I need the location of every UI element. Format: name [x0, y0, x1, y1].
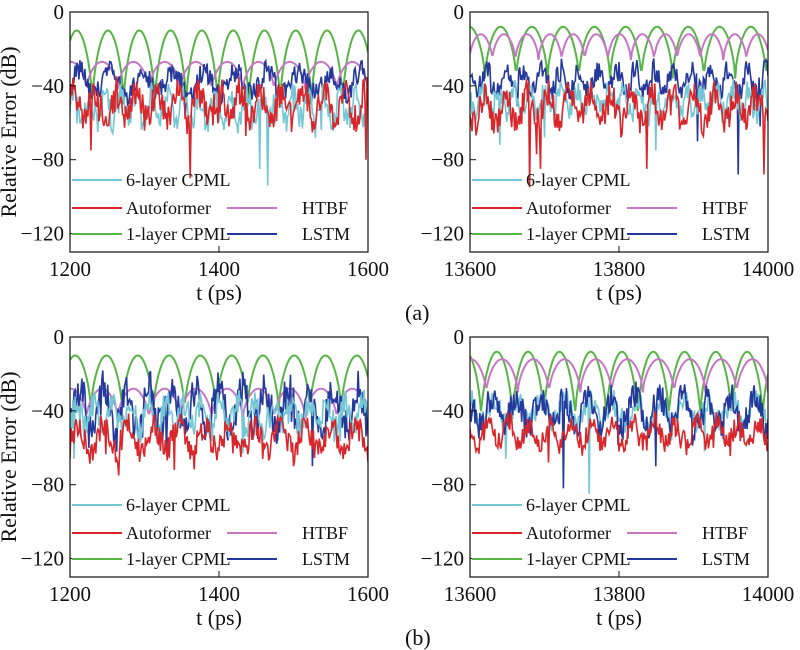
- series-line-lstm: [470, 381, 768, 489]
- y-tick-label: −40: [31, 399, 64, 423]
- series-group: [470, 25, 768, 188]
- x-axis-title: t (ps): [596, 280, 642, 305]
- x-tick-label: 13600: [444, 582, 497, 606]
- chart-root: 1200 1400 1600 0 −40 −80 −120 t (ps) Relative Er…: [0, 0, 794, 630]
- x-tick-label: 1200: [49, 582, 91, 606]
- legend-label: 6-layer CPML: [126, 170, 230, 190]
- legend-label: HTBF: [702, 198, 748, 218]
- legend-label: Autoformer: [126, 198, 211, 218]
- legend-label: 1-layer CPML: [526, 549, 630, 569]
- legend-label: Autoformer: [126, 523, 211, 543]
- series-line-1-layer-cpml: [470, 350, 768, 412]
- x-tick-label: 1200: [49, 257, 91, 281]
- y-tick-label: −120: [421, 547, 464, 571]
- legend-label: 1-layer CPML: [126, 224, 230, 244]
- x-tick-label: 14000: [742, 257, 795, 281]
- panel-4: 13600 13800 14000 0 −40 −80 −120 t (ps) 6-layer …: [421, 325, 795, 630]
- series-line-autoformer: [70, 76, 368, 179]
- y-tick-label: −80: [431, 473, 464, 497]
- panel-2: 13600 13800 14000 0 −40 −80 −120 t (ps) 6-layer …: [421, 0, 795, 305]
- legend-label: Autoformer: [526, 523, 611, 543]
- legend-label: 6-layer CPML: [526, 170, 630, 190]
- y-axis-title: Relative Error (dB): [0, 46, 21, 217]
- legend-label: LSTM: [302, 224, 350, 244]
- y-tick-label: −120: [421, 222, 464, 246]
- legend-label: LSTM: [702, 549, 750, 569]
- panel-1: 1200 1400 1600 0 −40 −80 −120 t (ps) Relative Er…: [0, 0, 389, 305]
- panel-label-b: (b): [405, 625, 431, 650]
- x-tick-label: 1600: [347, 257, 389, 281]
- x-axis-title: t (ps): [196, 280, 242, 305]
- x-tick-label: 13800: [593, 257, 646, 281]
- series-line-htbf: [470, 33, 768, 61]
- legend: 6-layer CPML Autoformer HTBF 1-layer CPML LS…: [472, 170, 750, 244]
- x-tick-label: 13600: [444, 257, 497, 281]
- series-line-htbf: [470, 358, 768, 393]
- legend-label: 1-layer CPML: [126, 549, 230, 569]
- legend-label: 6-layer CPML: [126, 495, 230, 515]
- y-tick-label: −40: [431, 74, 464, 98]
- series-group: [70, 29, 368, 186]
- legend-label: HTBF: [302, 198, 348, 218]
- y-tick-label: 0: [54, 0, 65, 24]
- legend-label: LSTM: [302, 549, 350, 569]
- legend-label: 1-layer CPML: [526, 224, 630, 244]
- legend: 6-layer CPML Autoformer HTBF 1-layer CPML LS…: [72, 495, 350, 569]
- x-tick-label: 13800: [593, 582, 646, 606]
- series-line-6-layer-cpml: [70, 82, 368, 186]
- series-line-6-layer-cpml: [70, 390, 368, 459]
- x-tick-label: 1600: [347, 582, 389, 606]
- x-tick-label: 1400: [198, 257, 240, 281]
- legend-label: 6-layer CPML: [526, 495, 630, 515]
- series-group: [470, 350, 768, 494]
- y-tick-label: −40: [31, 74, 64, 98]
- x-tick-label: 1400: [198, 582, 240, 606]
- series-line-6-layer-cpml: [470, 388, 768, 494]
- series-line-autoformer: [470, 79, 768, 188]
- legend: 6-layer CPML Autoformer HTBF 1-layer CPML LS…: [472, 495, 750, 569]
- series-line-autoformer: [70, 413, 368, 476]
- x-axis-title: t (ps): [196, 605, 242, 630]
- panel-3: 1200 1400 1600 0 −40 −80 −120 t (ps) Relative Er…: [0, 325, 389, 630]
- y-tick-label: 0: [54, 325, 65, 349]
- panel-label-a: (a): [405, 300, 429, 325]
- y-tick-label: −40: [431, 399, 464, 423]
- y-tick-label: 0: [454, 0, 465, 24]
- x-axis-title: t (ps): [596, 605, 642, 630]
- y-tick-label: −120: [21, 222, 64, 246]
- y-tick-label: −120: [21, 547, 64, 571]
- y-tick-label: −80: [31, 473, 64, 497]
- legend-label: HTBF: [302, 523, 348, 543]
- legend-label: HTBF: [702, 523, 748, 543]
- y-tick-label: 0: [454, 325, 465, 349]
- y-tick-label: −80: [431, 148, 464, 172]
- y-tick-label: −80: [31, 148, 64, 172]
- series-line-autoformer: [470, 411, 768, 463]
- legend: 6-layer CPML Autoformer HTBF 1-layer CPML LS…: [72, 170, 350, 244]
- legend-label: LSTM: [702, 224, 750, 244]
- series-line-1-layer-cpml: [70, 29, 368, 105]
- series-group: [70, 354, 368, 476]
- y-axis-title: Relative Error (dB): [0, 371, 21, 542]
- x-tick-label: 14000: [742, 582, 795, 606]
- legend-label: Autoformer: [526, 198, 611, 218]
